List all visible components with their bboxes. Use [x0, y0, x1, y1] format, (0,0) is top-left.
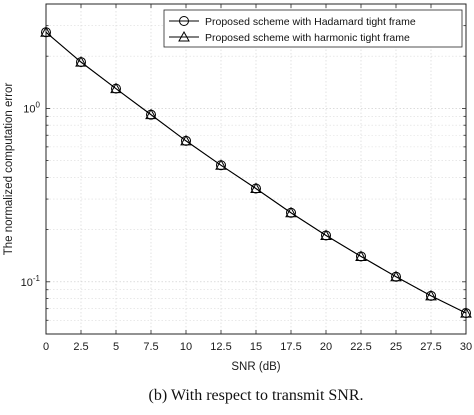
grid	[45, 3, 467, 335]
axis-ticks: 0 2.5 5 7.5 10 12.5 15 17.5 20 22.5 25 27.5 30 10-1 10…	[21, 3, 472, 353]
y-axis-label: The normalized computation error	[3, 83, 15, 256]
legend-label-harmonic: Proposed scheme with harmonic tight fram…	[205, 32, 410, 44]
x-tick-label: 12.5	[210, 341, 231, 353]
x-axis-label: SNR (dB)	[231, 361, 280, 373]
data-point-triangle	[320, 229, 332, 240]
x-tick-label: 22.5	[350, 341, 371, 353]
x-tick-label: 0	[43, 341, 49, 353]
legend-label-hadamard: Proposed scheme with Hadamard tight fram…	[205, 16, 416, 28]
legend-box	[163, 9, 463, 48]
data-point-triangle	[390, 270, 402, 282]
figure-caption: (b) With respect to transmit SNR.	[148, 387, 363, 404]
x-tick-label: 10	[180, 341, 192, 353]
x-tick-label: 5	[113, 341, 119, 353]
x-tick-label: 2.5	[73, 341, 88, 353]
x-tick-label: 27.5	[420, 341, 441, 353]
data-point-triangle	[145, 108, 157, 120]
legend-marker-harmonic	[178, 30, 190, 42]
x-tick-label: 7.5	[143, 341, 158, 353]
x-tick-label: 17.5	[280, 341, 301, 353]
x-tick-label: 30	[460, 341, 472, 353]
data-point-triangle	[460, 307, 472, 318]
x-tick-label: 20	[320, 341, 332, 353]
data-point-triangle	[425, 289, 437, 301]
data-point-triangle	[355, 250, 367, 261]
series-group	[40, 26, 472, 319]
x-tick-label: 15	[250, 341, 262, 353]
x-tick-label: 25	[390, 341, 402, 353]
data-point-triangle	[215, 159, 227, 170]
data-point-triangle	[75, 56, 87, 67]
data-point-triangle	[180, 134, 192, 146]
series-line-2	[45, 31, 467, 314]
legend: Proposed scheme with Hadamard tight fram…	[163, 9, 463, 48]
data-point-triangle	[250, 182, 262, 194]
y-tick-label: 10-1	[21, 274, 41, 289]
data-point-triangle	[285, 206, 297, 218]
data-point-triangle	[40, 26, 52, 37]
legend-marker-hadamard	[179, 16, 189, 26]
data-point-triangle	[110, 82, 122, 94]
y-tick-label: 100	[23, 100, 40, 115]
